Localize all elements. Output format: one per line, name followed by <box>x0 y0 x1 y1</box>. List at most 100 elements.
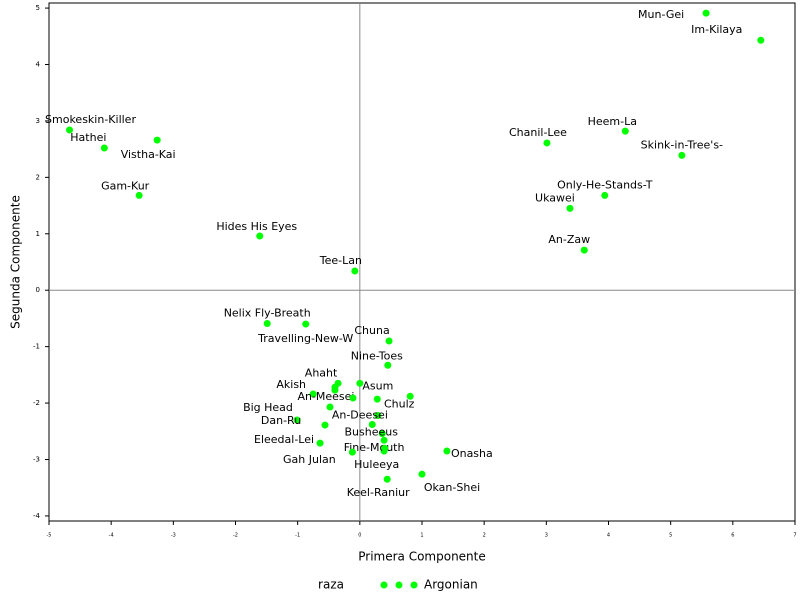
legend-marker <box>380 581 388 589</box>
point <box>566 204 574 212</box>
point <box>309 390 317 398</box>
plot-frame <box>48 2 796 522</box>
point-label: Skink-in-Tree's- <box>641 138 723 151</box>
point <box>263 320 271 328</box>
point-label: Dan-Ru <box>261 414 301 427</box>
point-label: Chulz <box>384 397 415 410</box>
point-label: Im-Kilaya <box>691 23 742 36</box>
y-tick-label: -3 <box>33 455 40 463</box>
point-label: Hides His Eyes <box>216 220 297 233</box>
y-tick-label: 1 <box>36 230 40 238</box>
point-label: An-Zaw <box>548 233 590 246</box>
point <box>356 379 364 387</box>
point <box>385 337 393 345</box>
point-label: Big Head <box>243 401 293 414</box>
point-label: Asum <box>362 379 393 392</box>
point <box>326 403 334 411</box>
point <box>373 395 381 403</box>
point <box>66 126 74 134</box>
point <box>406 392 414 400</box>
legend-marker <box>410 581 418 589</box>
point <box>621 127 629 135</box>
point <box>153 136 161 144</box>
x-tick-label: 4 <box>607 533 610 539</box>
legend-label: Argonian <box>424 578 478 592</box>
y-tick-label: -1 <box>33 343 40 351</box>
point <box>293 416 301 424</box>
x-tick-label: 0 <box>358 533 361 539</box>
point-label: Chanil-Lee <box>509 126 567 139</box>
x-tick-label: -1 <box>295 533 300 539</box>
point <box>678 151 686 159</box>
point-label: Keel-Raniur <box>347 486 410 499</box>
x-tick-label: -5 <box>47 533 52 539</box>
point <box>702 9 710 17</box>
point <box>256 232 264 240</box>
y-axis-label: Segunda Componente <box>9 195 23 329</box>
point <box>380 436 388 444</box>
x-axis-label: Primera Componente <box>358 550 486 564</box>
point <box>381 444 389 452</box>
point <box>383 475 391 483</box>
x-tick-label: -2 <box>233 533 238 539</box>
point-label: Only-He-Stands-T <box>557 178 653 191</box>
point <box>135 191 143 199</box>
y-tick-label: 5 <box>36 4 40 12</box>
x-tick-label: 7 <box>793 533 796 539</box>
point-label: Okan-Shei <box>424 481 480 494</box>
point <box>348 448 356 456</box>
point <box>418 470 426 478</box>
point <box>580 246 588 254</box>
point <box>601 191 609 199</box>
y-tick-label: 2 <box>36 173 40 181</box>
point <box>368 421 376 429</box>
point-label: An-Deesei <box>332 408 388 421</box>
point <box>316 439 324 447</box>
point <box>321 421 329 429</box>
point-label: Onasha <box>451 447 493 460</box>
x-tick-label: -4 <box>109 533 114 539</box>
point <box>543 139 551 147</box>
y-tick-label: -2 <box>33 399 40 407</box>
point <box>378 430 386 438</box>
x-tick-label: -3 <box>171 533 176 539</box>
point-label: Hathei <box>70 131 106 144</box>
point-label: Busheeus <box>344 426 398 439</box>
legend-title: raza <box>318 578 344 592</box>
point-label: Vistha-Kai <box>121 148 176 161</box>
y-tick-label: 0 <box>36 286 40 294</box>
point-label: Gam-Kur <box>101 179 150 192</box>
x-tick-label: 1 <box>420 533 423 539</box>
point-label: An-Meesei <box>297 390 354 403</box>
legend-marker <box>395 581 403 589</box>
point-label: Fine-Mouth <box>344 441 405 454</box>
point-label: Tee-Lan <box>319 254 362 267</box>
point <box>331 383 339 391</box>
point-label: Akish <box>276 378 306 391</box>
x-tick-label: 2 <box>483 533 486 539</box>
point-label: Gah Julan <box>283 453 336 466</box>
point <box>100 144 108 152</box>
y-tick-label: -4 <box>33 512 41 520</box>
point-label: Huleeya <box>354 458 399 471</box>
point <box>374 411 382 419</box>
point <box>351 267 359 275</box>
point-label: Chuna <box>354 324 389 337</box>
x-tick-label: 5 <box>669 533 672 539</box>
point-label: Mun-Gei <box>638 8 684 21</box>
point-label: Smokeskin-Killer <box>45 113 136 126</box>
x-tick-label: 3 <box>545 533 548 539</box>
y-tick-label: 4 <box>36 61 41 69</box>
point <box>443 447 451 455</box>
point-label: Ukawei <box>535 191 575 204</box>
point-label: Heem-La <box>588 115 637 128</box>
point <box>757 36 765 44</box>
x-tick-label: 6 <box>731 533 734 539</box>
point <box>302 320 310 328</box>
point <box>384 361 392 369</box>
y-tick-label: 3 <box>36 117 40 125</box>
point <box>349 394 357 402</box>
point-label: Nine-Toes <box>351 349 403 362</box>
point-label: Eleedal-Lei <box>254 433 314 446</box>
